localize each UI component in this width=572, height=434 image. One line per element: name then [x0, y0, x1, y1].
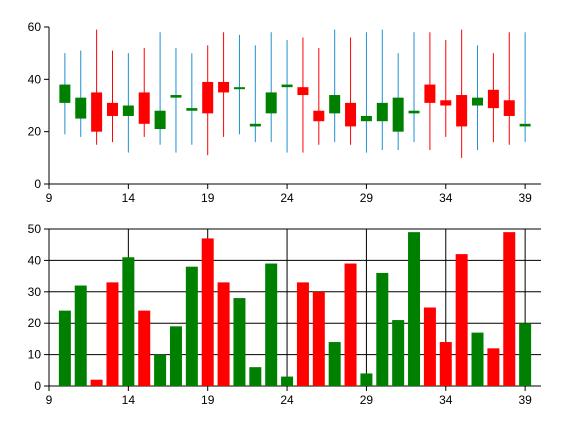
bar: [360, 373, 373, 386]
candle-body: [186, 108, 198, 111]
bar: [392, 320, 405, 386]
candle-body: [170, 95, 182, 98]
bar: [519, 323, 532, 386]
bar: [74, 285, 87, 386]
candle-body: [487, 89, 499, 109]
y-tick-label: 20: [28, 316, 42, 330]
bar: [265, 263, 278, 386]
y-tick-label: 40: [28, 253, 42, 267]
y-tick-label: 0: [34, 177, 41, 191]
candle-body: [265, 92, 277, 114]
bar: [185, 266, 198, 386]
x-tick-label: 9: [46, 191, 53, 205]
bar: [312, 291, 325, 386]
candle-body: [313, 110, 325, 122]
candle-body: [233, 87, 245, 90]
y-tick-label: 20: [28, 125, 42, 139]
candle-body: [440, 100, 452, 106]
candle-body: [122, 105, 134, 116]
y-tick-label: 0: [34, 379, 41, 393]
candle-body: [202, 81, 214, 114]
x-tick-label: 19: [201, 393, 215, 407]
x-tick-label: 34: [439, 191, 453, 205]
bar: [58, 310, 71, 386]
bar: [471, 332, 484, 386]
bar: [138, 310, 151, 386]
bar: [90, 379, 103, 386]
y-tick-label: 50: [28, 222, 42, 236]
candle-body: [519, 123, 531, 127]
bar: [328, 342, 341, 386]
bar: [281, 376, 294, 386]
candle-body: [472, 97, 484, 106]
x-tick-label: 24: [280, 393, 294, 407]
bar: [344, 263, 357, 386]
x-tick-label: 9: [46, 393, 53, 407]
y-tick-label: 30: [28, 285, 42, 299]
candle-body: [376, 102, 388, 122]
x-tick-label: 39: [518, 393, 532, 407]
x-tick-label: 39: [518, 191, 532, 205]
candle-body: [329, 95, 341, 114]
bar: [439, 342, 452, 386]
bar: [233, 298, 246, 386]
x-tick-label: 29: [360, 393, 374, 407]
x-tick-label: 24: [280, 191, 294, 205]
candle-body: [218, 81, 230, 93]
x-tick-label: 14: [122, 393, 136, 407]
bar: [106, 282, 119, 386]
candle-body: [456, 95, 468, 127]
bar: [423, 307, 436, 386]
candle-body: [75, 97, 87, 119]
x-tick-label: 19: [201, 191, 215, 205]
bar: [487, 348, 500, 386]
x-tick-label: 14: [122, 191, 136, 205]
bar: [169, 326, 182, 386]
bar: [408, 232, 421, 386]
bar: [217, 282, 230, 386]
y-tick-label: 60: [28, 20, 42, 34]
bar-chart: 0 10 20 30 40 50 9 14 19 24 29 34 39: [28, 222, 541, 407]
bar: [249, 367, 262, 386]
candlestick-chart: 0 20 40 60 9 14 19 24 29 34 39: [28, 20, 541, 205]
candle-body: [345, 102, 357, 127]
candle-body: [249, 123, 261, 127]
bar: [154, 354, 167, 386]
candle-body: [138, 92, 150, 124]
candle-body: [424, 84, 436, 103]
bar: [503, 232, 516, 386]
bar: [122, 257, 135, 386]
candle-body: [408, 110, 420, 114]
candle-body: [59, 84, 71, 103]
candle-body: [281, 84, 293, 88]
bar: [455, 254, 468, 386]
candle-body: [154, 110, 166, 130]
candle-body: [503, 100, 515, 116]
x-tick-label: 34: [439, 393, 453, 407]
candle-body: [106, 102, 118, 116]
bar: [296, 282, 309, 386]
bar: [201, 238, 214, 386]
bar: [376, 272, 389, 386]
candle-body: [297, 87, 309, 96]
candle-body: [360, 115, 372, 122]
y-tick-label: 40: [28, 72, 42, 86]
y-tick-label: 10: [28, 348, 42, 362]
candle-body: [392, 97, 404, 132]
candle-body: [91, 92, 103, 132]
x-tick-label: 29: [360, 191, 374, 205]
